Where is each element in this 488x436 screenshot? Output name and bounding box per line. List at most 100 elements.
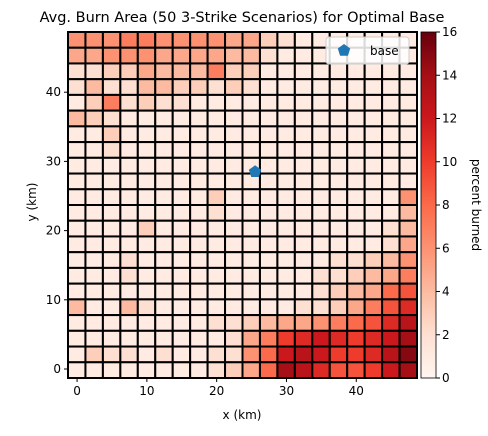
- heatmap-cell: [276, 93, 296, 112]
- heatmap-cell: [206, 188, 227, 207]
- heatmap-cell: [119, 282, 139, 301]
- heatmap-cell: [241, 46, 261, 65]
- heatmap-cell: [258, 62, 279, 81]
- heatmap-cell: [101, 251, 122, 269]
- heatmap-cell: [171, 251, 192, 269]
- heatmap-cell: [293, 125, 314, 144]
- heatmap-cell: [293, 266, 314, 285]
- heatmap-cell: [84, 31, 104, 49]
- heatmap-cell: [67, 62, 87, 81]
- heatmap-cell: [84, 329, 104, 348]
- heatmap-cell: [136, 125, 157, 144]
- heatmap-cell: [154, 361, 174, 379]
- heatmap-cell: [154, 93, 174, 112]
- heatmap-cell: [206, 156, 227, 175]
- heatmap-cell: [206, 93, 227, 112]
- heatmap-cell: [189, 329, 209, 348]
- heatmap-cell: [311, 109, 331, 128]
- heatmap-cell: [363, 204, 384, 222]
- heatmap-cell: [119, 251, 139, 269]
- heatmap-cell: [381, 188, 401, 207]
- heatmap-cell: [189, 156, 209, 175]
- heatmap-cell: [206, 204, 227, 222]
- heatmap-cell: [381, 235, 401, 254]
- heatmap-cell: [258, 361, 279, 379]
- heatmap-cell: [293, 361, 314, 379]
- heatmap-cell: [311, 172, 331, 191]
- heatmap-cell: [381, 93, 401, 112]
- heatmap-cell: [346, 345, 366, 364]
- heatmap-cell: [119, 204, 139, 222]
- heatmap-cell: [171, 141, 192, 159]
- heatmap-cell: [67, 235, 87, 254]
- heatmap-cell: [398, 361, 418, 379]
- heatmap-cell: [293, 282, 314, 301]
- heatmap-cell: [171, 93, 192, 112]
- heatmap-cell: [224, 172, 244, 191]
- y-tick-label: 0: [53, 362, 61, 376]
- heatmap-cell: [84, 219, 104, 238]
- heatmap-cell: [346, 141, 366, 159]
- heatmap-cell: [101, 329, 122, 348]
- heatmap-cell: [171, 156, 192, 175]
- heatmap-cell: [189, 109, 209, 128]
- heatmap-cell: [84, 172, 104, 191]
- heatmap-cell: [101, 172, 122, 191]
- heatmap-cell: [206, 251, 227, 269]
- heatmap-cell: [171, 204, 192, 222]
- heatmap-cell: [154, 31, 174, 49]
- heatmap-cell: [101, 345, 122, 364]
- heatmap-cell: [154, 329, 174, 348]
- heatmap-cell: [101, 314, 122, 332]
- heatmap-cell: [258, 266, 279, 285]
- heatmap-cell: [346, 172, 366, 191]
- heatmap-cell: [171, 235, 192, 254]
- colorbar: [420, 31, 437, 379]
- heatmap-cell: [346, 329, 366, 348]
- heatmap-cell: [258, 329, 279, 348]
- legend-base-marker: [337, 44, 351, 56]
- heatmap-cell: [154, 345, 174, 364]
- heatmap-cell: [381, 125, 401, 144]
- heatmap-cell: [293, 219, 314, 238]
- heatmap-cell: [67, 345, 87, 364]
- heatmap-cell: [311, 204, 331, 222]
- colorbar-tick-label: 8: [442, 198, 450, 212]
- heatmap-cell: [84, 361, 104, 379]
- heatmap-cell: [258, 46, 279, 65]
- heatmap-cell: [101, 125, 122, 144]
- heatmap-cell: [328, 298, 349, 317]
- heatmap-cell: [136, 298, 157, 317]
- heatmap-cell: [328, 251, 349, 269]
- chart-title: Avg. Burn Area (50 3-Strike Scenarios) f…: [40, 10, 445, 26]
- heatmap-cell: [328, 266, 349, 285]
- heatmap-cell: [346, 298, 366, 317]
- heatmap-cell: [136, 31, 157, 49]
- heatmap-cell: [67, 282, 87, 301]
- heatmap-cell: [258, 251, 279, 269]
- heatmap-cell: [224, 219, 244, 238]
- heatmap-cell: [241, 188, 261, 207]
- heatmap-cell: [224, 298, 244, 317]
- heatmap-cell: [119, 266, 139, 285]
- heatmap-cell: [206, 141, 227, 159]
- heatmap-cell: [206, 345, 227, 364]
- heatmap-cell: [154, 204, 174, 222]
- heatmap-cell: [84, 266, 104, 285]
- heatmap-cell: [101, 78, 122, 96]
- heatmap-cell: [84, 46, 104, 65]
- heatmap-cell: [398, 188, 418, 207]
- heatmap-cell: [119, 235, 139, 254]
- heatmap-cell: [258, 156, 279, 175]
- heatmap-cell: [119, 172, 139, 191]
- heatmap-cell: [241, 93, 261, 112]
- heatmap-cell: [328, 235, 349, 254]
- heatmap-cell: [101, 109, 122, 128]
- heatmap-cell: [276, 219, 296, 238]
- heatmap-cell: [189, 235, 209, 254]
- heatmap-cell: [398, 251, 418, 269]
- heatmap-cell: [154, 314, 174, 332]
- heatmap-cell: [171, 46, 192, 65]
- heatmap-cell: [328, 219, 349, 238]
